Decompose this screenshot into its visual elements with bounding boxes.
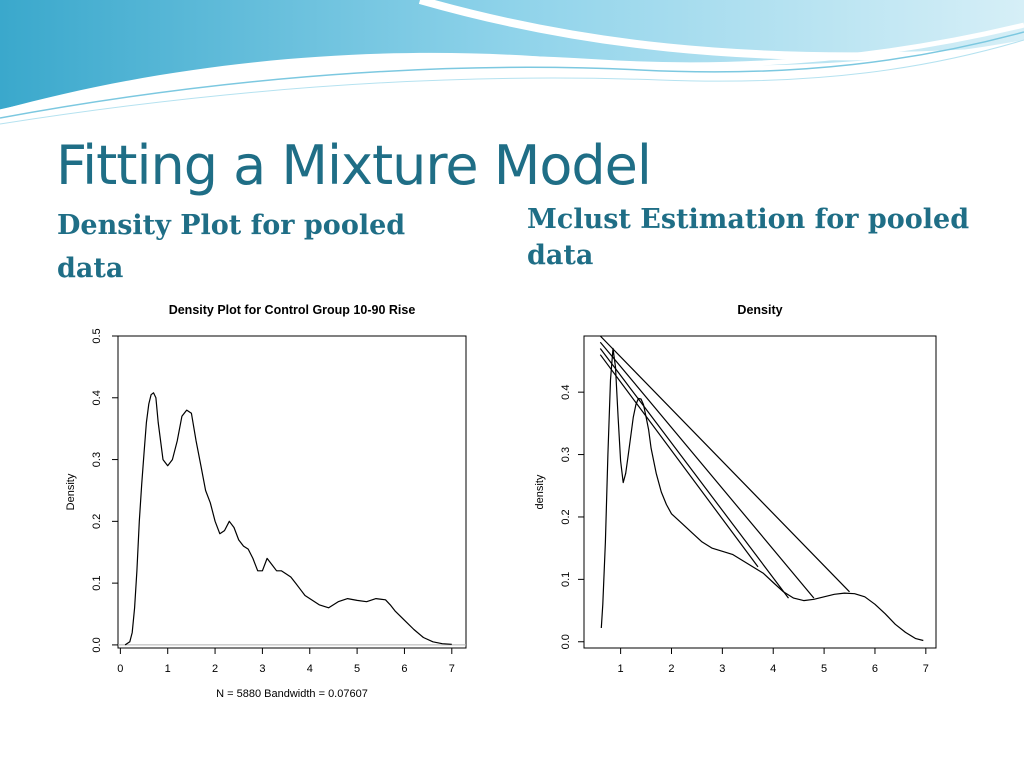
chart2-y-axis-label: density <box>534 474 546 509</box>
chart2-x-tick-label: 1 <box>618 663 624 675</box>
chart2-series-line-4 <box>599 341 815 599</box>
chart1-title: Density Plot for Control Group 10-90 Ris… <box>169 303 416 317</box>
chart1-x-tick-label: 5 <box>354 663 360 675</box>
chart2-y-tick-label: 0.0 <box>560 634 572 649</box>
chart1-series-line-1 <box>124 392 452 646</box>
chart2-plot-frame <box>583 335 937 649</box>
chart1-y-tick-label: 0.2 <box>91 514 103 529</box>
chart2-x-tick-label: 7 <box>923 663 929 675</box>
chart1-x-tick-label: 4 <box>307 663 313 675</box>
chart1-x-tick-label: 7 <box>449 663 455 675</box>
chart2-y-tick-label: 0.4 <box>560 385 572 400</box>
chart1-y-tick-label: 0.1 <box>91 575 103 590</box>
chart1-y-axis-label: Density <box>65 473 77 510</box>
chart1-x-tick-label: 1 <box>165 663 171 675</box>
chart2-x-tick-label: 5 <box>821 663 827 675</box>
header-banner <box>0 0 1024 125</box>
chart1-y-tick-label: 0.0 <box>91 637 103 652</box>
chart1-y-tick-label: 0.5 <box>91 328 103 343</box>
chart2-x-tick-label: 3 <box>719 663 725 675</box>
chart1-x-axis-label: N = 5880 Bandwidth = 0.07607 <box>216 688 368 700</box>
chart1-x-tick-label: 0 <box>117 663 123 675</box>
chart1-plot-frame <box>117 335 467 649</box>
chart2-x-tick-label: 4 <box>770 663 776 675</box>
chart2-y-tick-label: 0.1 <box>560 572 572 587</box>
chart1-x-tick-label: 3 <box>259 663 265 675</box>
chart2-series-line-3 <box>599 348 789 599</box>
subtitle-left: Density Plot for pooled data <box>57 210 406 284</box>
subtitle-right: Mclust Estimation for pooled data <box>527 204 970 271</box>
chart2-x-tick-label: 2 <box>668 663 674 675</box>
chart2-y-tick-label: 0.3 <box>560 447 572 462</box>
chart2-title: Density <box>737 303 782 317</box>
chart2-series-line-5 <box>599 335 850 593</box>
chart2-series-line-2 <box>599 354 759 568</box>
chart1-x-tick-label: 2 <box>212 663 218 675</box>
chart1-y-tick-label: 0.3 <box>91 452 103 467</box>
chart1-y-tick-label: 0.4 <box>91 390 103 405</box>
slide-title: Fitting a Mixture Model <box>56 134 652 197</box>
chart2-series-line-1 <box>600 347 924 642</box>
chart2-y-tick-label: 0.2 <box>560 509 572 524</box>
chart1-x-tick-label: 6 <box>401 663 407 675</box>
chart2-x-tick-label: 6 <box>872 663 878 675</box>
